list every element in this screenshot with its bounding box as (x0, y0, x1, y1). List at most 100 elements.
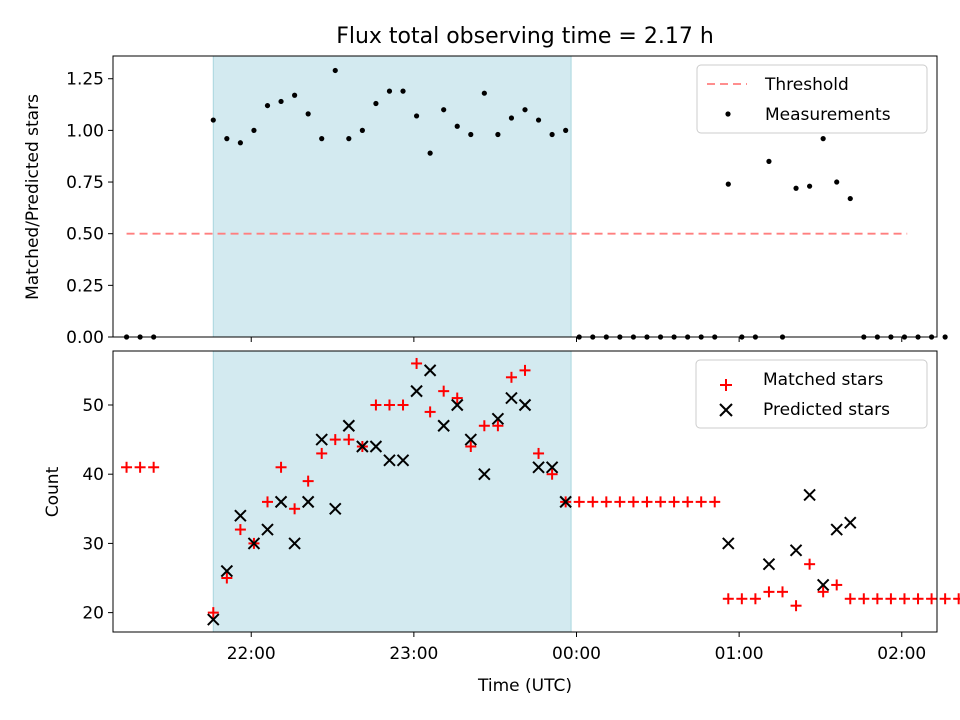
matched-star-point (148, 461, 160, 473)
matched-star-point (289, 503, 301, 515)
top-legend: Threshold Measurements (696, 64, 928, 134)
x-tick-label: 22:00 (227, 644, 276, 664)
legend-matched-swatch (720, 379, 732, 391)
matched-star-point (478, 420, 490, 432)
predicted-star-point (789, 544, 803, 557)
matched-star-point (844, 593, 856, 605)
matched-star-point (221, 572, 233, 584)
measurement-point (522, 107, 528, 113)
matched-star-point (790, 600, 802, 612)
predicted-star-point (478, 467, 491, 481)
predicted-star-point (315, 433, 328, 446)
matched-star-point (316, 447, 328, 459)
matched-star-point (736, 593, 748, 605)
matched-star-point (533, 447, 545, 459)
predicted-star-point (396, 454, 410, 467)
measurement-point (224, 136, 230, 142)
predicted-star-point (234, 509, 247, 522)
predicted-star-point (762, 557, 776, 571)
measurement-point (508, 115, 515, 121)
matched-star-point (329, 434, 341, 446)
matched-star-point (492, 420, 504, 432)
measurement-point (292, 92, 298, 98)
predicted-star-point (844, 516, 857, 529)
matched-star-point (655, 496, 667, 508)
measurement-point (427, 150, 433, 156)
bottom-shaded-region (212, 350, 572, 633)
matched-star-point (695, 496, 707, 508)
matched-star-point (912, 593, 924, 605)
matched-star-point (871, 593, 883, 605)
measurement-point (495, 131, 501, 138)
x-tick-label: 00:00 (552, 644, 601, 664)
y-tick-label: 50 (82, 396, 104, 416)
top-x-ticks (250, 337, 903, 342)
chart-title: Flux total observing time = 2.17 h (336, 24, 714, 49)
predicted-star-point (491, 412, 505, 426)
matched-star-point (668, 496, 680, 508)
predicted-star-point (369, 440, 383, 453)
matched-star-point (953, 593, 960, 605)
predicted-star-point (383, 454, 396, 467)
predicted-star-point (356, 440, 369, 453)
y-tick-label: 1.00 (66, 121, 104, 141)
y-tick-label: 0.50 (66, 225, 104, 245)
matched-star-point (546, 468, 558, 480)
legend-matched-label: Matched stars (763, 370, 883, 390)
matched-star-point (587, 496, 599, 508)
measurement-point (820, 136, 826, 142)
legend-threshold-label: Threshold (764, 75, 849, 95)
measurement-point (264, 102, 271, 109)
legend-measurements-swatch (725, 111, 731, 117)
y-tick-label: 40 (82, 465, 104, 485)
predicted-star-point (451, 398, 464, 412)
predicted-star-point (207, 613, 220, 626)
matched-star-point (207, 607, 219, 619)
matched-star-point (451, 392, 463, 404)
y-tick-label: 20 (82, 604, 104, 624)
matched-star-point (831, 579, 843, 591)
predicted-star-point (559, 495, 572, 509)
measurement-point (319, 136, 325, 142)
matched-star-point (383, 399, 395, 411)
legend-predicted-label: Predicted stars (763, 400, 890, 420)
matched-star-point (600, 496, 612, 508)
matched-star-point (465, 441, 477, 453)
bottom-y-axis-label: Count (43, 466, 63, 517)
predicted-star-point (342, 419, 356, 432)
y-tick-label: 1.25 (66, 70, 104, 90)
predicted-star-point (261, 523, 274, 536)
matched-star-point (234, 524, 246, 536)
measurement-point (332, 67, 338, 74)
top-shaded-region (212, 55, 572, 338)
predicted-star-point (464, 433, 477, 446)
x-tick-label: 01:00 (715, 644, 764, 664)
predicted-star-point (437, 419, 450, 432)
predicted-star-point (722, 537, 735, 550)
predicted-star-point (288, 537, 301, 550)
bottom-plot-frame (112, 350, 938, 633)
predicted-star-point (410, 384, 423, 398)
measurement-point (549, 131, 555, 138)
measurement-point (237, 140, 243, 146)
predicted-star-point (247, 537, 261, 550)
matched-star-point (804, 558, 816, 570)
matched-star-point (614, 496, 626, 508)
measurement-point (373, 100, 379, 107)
predicted-star-point (803, 488, 816, 502)
bottom-y-axis: 20 30 40 50 (82, 396, 113, 624)
matched-star-point (411, 357, 423, 369)
measurement-point (847, 195, 853, 202)
measurement-point (400, 88, 406, 94)
top-y-axis: 0.00 0.25 0.50 0.75 1.00 1.25 (66, 70, 113, 348)
y-tick-label: 0.25 (66, 276, 104, 296)
measurement-point (563, 127, 569, 133)
matched-star-point (898, 593, 910, 605)
measurements-series (123, 67, 948, 340)
top-panel: 0.00 0.25 0.50 0.75 1.00 1.25 Flux total obse… (23, 24, 948, 348)
matched-star-point (722, 593, 734, 605)
x-tick-label: 23:00 (389, 644, 438, 664)
measurement-point (793, 185, 799, 191)
measurement-point (413, 113, 420, 119)
matched-star-point (817, 586, 829, 598)
